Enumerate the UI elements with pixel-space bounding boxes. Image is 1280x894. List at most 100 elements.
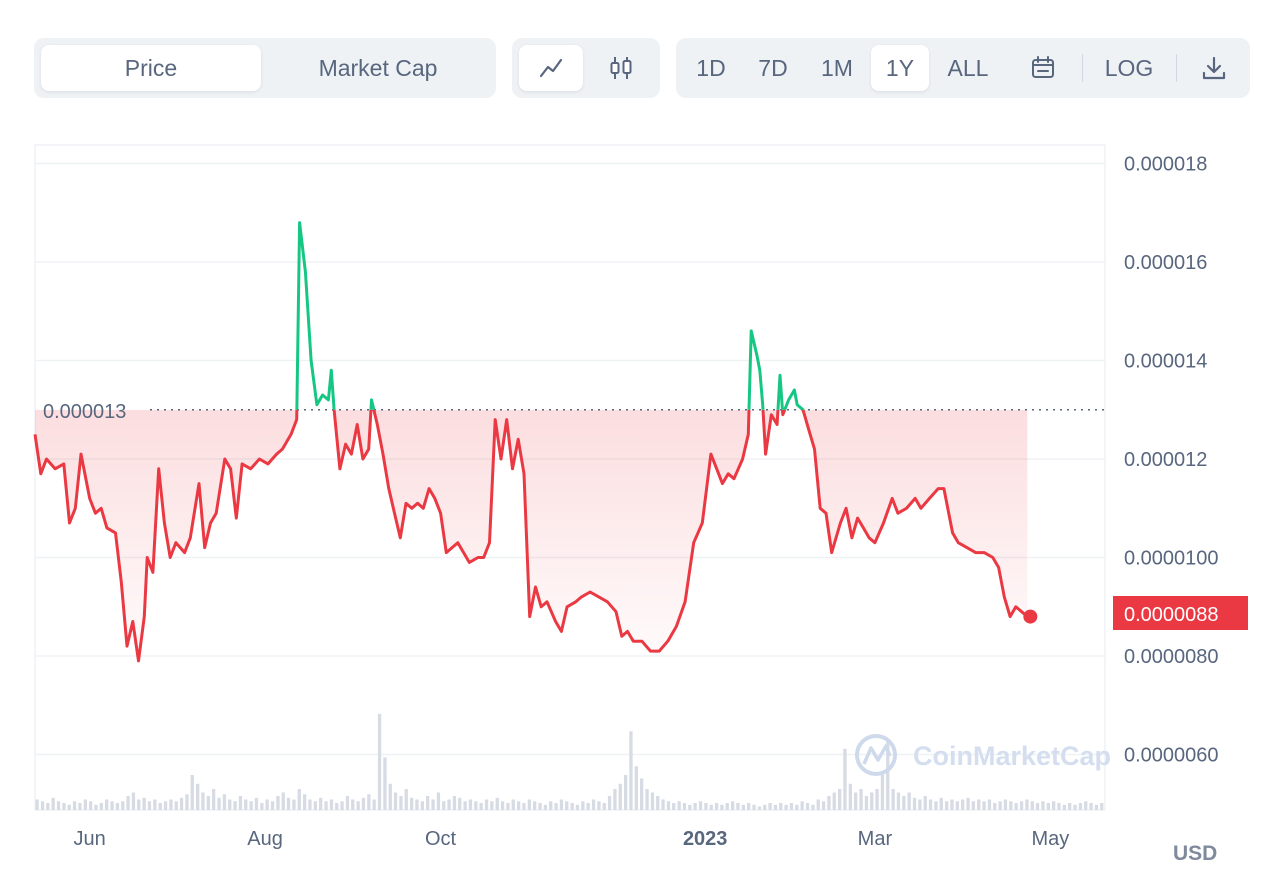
line-chart-button[interactable]: [519, 45, 583, 91]
volume-bar: [987, 799, 992, 810]
volume-bar: [741, 804, 745, 811]
x-tick-label: Aug: [247, 828, 283, 850]
range-1m[interactable]: 1M: [821, 54, 853, 81]
current-price-tag: 0.0000088: [1113, 596, 1248, 630]
price-area-fill: [35, 409, 1028, 661]
volume-bar: [800, 801, 804, 811]
volume-bar: [196, 783, 200, 811]
x-tick-label: Jun: [74, 828, 106, 850]
volume-bar: [1003, 799, 1008, 810]
volume-bar: [201, 792, 205, 810]
volume-bar: [581, 801, 585, 811]
volume-bar: [586, 803, 590, 810]
volume-bar: [415, 799, 419, 810]
volume-bar: [169, 799, 173, 810]
tab-price[interactable]: Price: [41, 45, 261, 91]
range-1y[interactable]: 1Y: [871, 45, 929, 91]
volume-bar: [179, 797, 184, 811]
volume-bar: [372, 799, 376, 810]
volume-bar: [222, 794, 227, 811]
volume-bar: [40, 801, 45, 811]
volume-bar: [945, 801, 949, 811]
volume-bar: [286, 797, 291, 811]
log-scale-button[interactable]: LOG: [1104, 54, 1154, 81]
volume-bar: [383, 757, 387, 810]
volume-bar: [870, 792, 874, 810]
volume-bar: [442, 801, 446, 811]
volume-bar: [292, 799, 296, 810]
volume-bar: [297, 789, 301, 810]
volume-bar: [768, 803, 772, 810]
calendar-button[interactable]: [1016, 45, 1070, 91]
volume-bar: [763, 804, 767, 811]
volume-bar: [1057, 803, 1061, 810]
volume-bar: [1089, 803, 1093, 810]
volume-bar: [902, 796, 906, 810]
volume-bar: [597, 801, 601, 811]
volume-bar: [725, 803, 729, 810]
time-range-toolbar: 1D 7D 1M 1Y ALL LOG: [676, 38, 1250, 98]
candlestick-chart-button[interactable]: [589, 45, 653, 91]
volume-bar: [977, 799, 981, 810]
tab-market-cap[interactable]: Market Cap: [318, 54, 438, 81]
toolbar-divider: [1082, 54, 1083, 82]
volume-bar: [319, 797, 323, 811]
volume-bar: [131, 792, 136, 810]
volume-bar: [966, 797, 970, 811]
volume-bar: [1041, 801, 1045, 811]
volume-bar: [121, 801, 125, 811]
volume-bar: [998, 801, 1002, 811]
volume-bar: [324, 801, 328, 811]
volume-bar: [313, 801, 317, 811]
volume-bar: [661, 799, 665, 810]
volume-bar: [83, 799, 87, 810]
volume-bar: [340, 801, 344, 811]
chart-style-toggle: [512, 38, 660, 98]
volume-bar: [752, 804, 756, 811]
volume-bar: [693, 803, 697, 810]
volume-bar: [714, 803, 719, 810]
volume-bar: [367, 794, 371, 811]
volume-bar: [784, 804, 788, 811]
volume-bar: [452, 796, 457, 810]
volume-bar: [923, 796, 927, 810]
volume-bar: [110, 801, 114, 811]
volume-bar: [640, 778, 644, 810]
volume-bar: [377, 713, 382, 811]
volume-bar: [228, 799, 232, 810]
volume-bar: [233, 801, 237, 811]
volume-bar: [672, 803, 676, 810]
volume-bar: [238, 796, 243, 810]
volume-bar: [559, 799, 564, 810]
volume-bar: [907, 792, 911, 810]
download-icon: [1202, 56, 1226, 80]
volume-bar: [356, 801, 360, 811]
volume-bar: [404, 789, 408, 810]
range-1d[interactable]: 1D: [696, 54, 726, 81]
volume-bar: [1078, 803, 1083, 810]
volume-bar: [875, 789, 879, 810]
volume-bar: [72, 801, 77, 811]
volume-bar: [811, 804, 815, 811]
volume-bar: [463, 801, 467, 811]
volume-bar: [1068, 803, 1072, 810]
volume-bar: [46, 803, 50, 810]
volume-bar: [1084, 801, 1088, 811]
volume-bar: [1046, 803, 1050, 810]
volume-bar: [789, 803, 794, 810]
volume-bar: [757, 806, 762, 810]
range-all[interactable]: ALL: [947, 54, 989, 81]
x-axis: Jun Aug Oct 2023 Mar May: [74, 828, 1070, 850]
volume-bar: [682, 803, 687, 810]
volume-bar: [51, 797, 55, 811]
volume-bar: [912, 797, 917, 811]
range-7d[interactable]: 7D: [758, 54, 788, 81]
volume-bar: [736, 803, 740, 810]
volume-bar: [1062, 804, 1066, 811]
volume-bar: [62, 803, 66, 810]
volume-bar: [955, 801, 959, 811]
volume-bar: [554, 803, 558, 810]
volume-bar: [511, 799, 515, 810]
download-button[interactable]: [1188, 45, 1240, 91]
